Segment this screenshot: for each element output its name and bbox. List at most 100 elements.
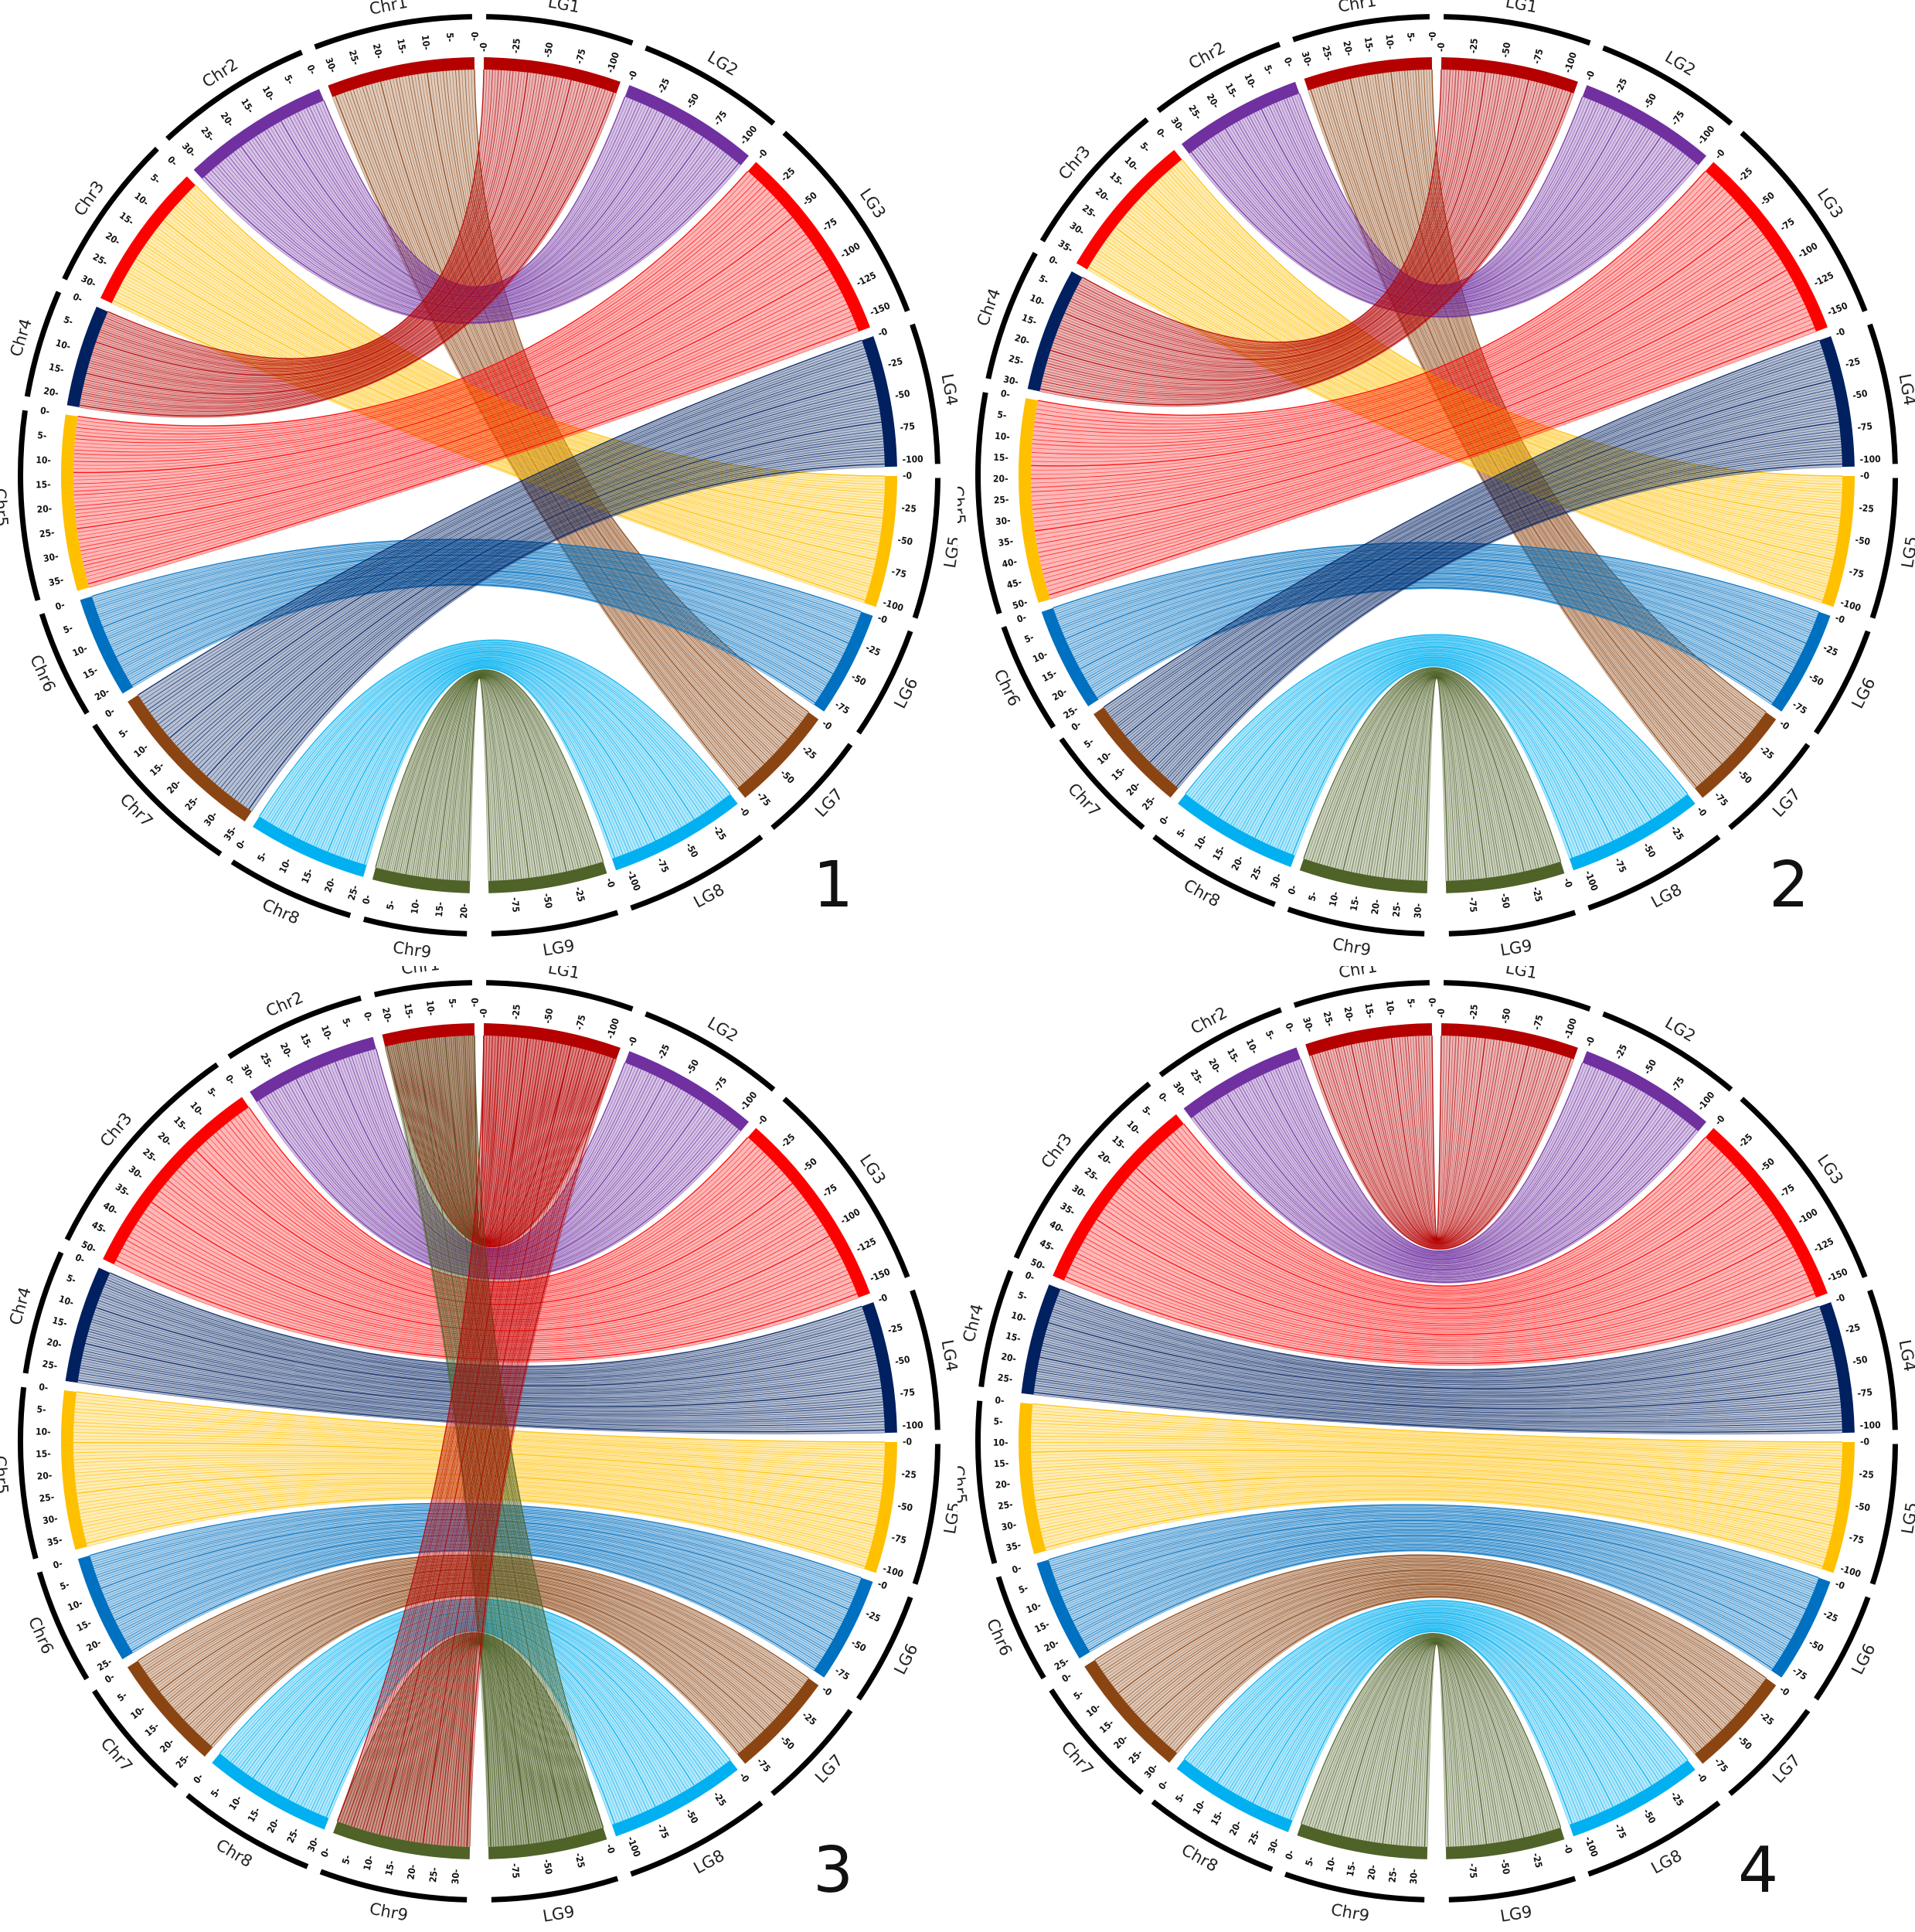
tick-label: -0 <box>820 1684 834 1698</box>
tick-label: -25 <box>901 502 917 514</box>
tick-label: -100 <box>1839 1563 1862 1579</box>
tick-label: -25 <box>655 77 672 95</box>
circos-panel-2: -0 -25 -50 -75 -100 -0 -25 -50 -75 -100 -0 -25 -50 -7… <box>958 0 1915 966</box>
segment-chr3 <box>100 176 196 304</box>
tick-label: 0- <box>52 1558 63 1571</box>
tick-label: 10- <box>1191 1798 1208 1816</box>
tick-label: -75 <box>1669 109 1687 128</box>
tick-label: 20- <box>1230 854 1246 872</box>
segment-chr7 <box>1084 1659 1178 1763</box>
tick-label: -25 <box>1468 38 1480 54</box>
tick-label: -25 <box>1468 1004 1480 1020</box>
tick-label: -25 <box>1668 1790 1686 1808</box>
tick-label: -50 <box>1498 1859 1512 1875</box>
tick-label: 25- <box>994 494 1009 505</box>
ideogram-band: -0 -25 -50 -75 -100-0-25-50-75-100-0-25-50-7… <box>993 998 1881 1885</box>
segment-label-chr4: Chr4 <box>6 1285 35 1328</box>
tick-label: 0- <box>38 1382 49 1393</box>
tick-label: 20- <box>36 503 53 515</box>
outer-arc-chr7 <box>92 723 223 857</box>
outer-arc-chr2 <box>1158 1007 1282 1077</box>
segment-label-lg6: LG6 <box>1848 675 1879 712</box>
tick-label: 20- <box>43 386 60 399</box>
tick-label: 0- <box>1011 1563 1023 1576</box>
tick-label: 0- <box>191 1771 205 1785</box>
segment-chr9 <box>1299 859 1428 893</box>
tick-label: 20- <box>405 1864 418 1880</box>
tick-label: -50 <box>543 1008 556 1025</box>
circos-panel-4: -0 -25 -50 -75 -100 -0 -25 -50 -75 -100 -0 -25 -50 -7… <box>958 966 1915 1932</box>
circos-plot-4: -0 -25 -50 -75 -100-0-25-50-75-100-0-25-50-7… <box>958 966 1915 1926</box>
tick-label: -25 <box>510 1004 522 1020</box>
tick-label: -50 <box>684 1058 701 1077</box>
tick-label: 20- <box>995 1478 1011 1491</box>
tick-label: -100 <box>902 454 923 465</box>
tick-label: -100 <box>738 124 760 147</box>
tick-label: 0- <box>165 154 179 168</box>
segment-lg5 <box>1821 1442 1855 1573</box>
segment-label-lg3: LG3 <box>856 185 889 222</box>
tick-label: -0 <box>626 1036 639 1048</box>
segment-label-chr4: Chr4 <box>6 317 35 359</box>
tick-label: 25- <box>1062 704 1080 721</box>
tick-label: 20- <box>155 1130 174 1148</box>
tick-label: -150 <box>1826 300 1849 318</box>
segment-label-chr1: Chr1 <box>400 966 441 978</box>
tick-label: -75 <box>655 1822 671 1841</box>
circos-plot-2: -0 -25 -50 -75 -100-0-25-50-75-100-0-25-50-7… <box>958 0 1915 960</box>
tick-label: 5- <box>1175 825 1189 839</box>
outer-arc-chr6 <box>39 613 90 715</box>
tick-label: 5- <box>115 1689 129 1703</box>
segment-chr7 <box>128 695 252 822</box>
tick-label: 5- <box>1082 736 1096 750</box>
tick-label: 15- <box>75 1617 94 1634</box>
tick-label: -50 <box>1807 1638 1825 1655</box>
tick-label: -25 <box>1736 1131 1755 1150</box>
link-chr9-lg9 <box>375 669 604 881</box>
tick-label: 25- <box>91 251 110 268</box>
tick-label: 5- <box>1173 1791 1187 1804</box>
tick-label: 10- <box>57 1294 75 1309</box>
tick-label: -75 <box>1857 1386 1873 1399</box>
tick-label: -75 <box>1531 48 1545 65</box>
circos-plot-1: -0 -25 -50 -75 -100-0-25-50-75-100-0-25-50-7… <box>0 0 958 961</box>
tick-label: -0 <box>478 1009 489 1018</box>
segment-lg6 <box>814 1577 873 1678</box>
outer-arc-lg5 <box>1869 478 1898 619</box>
tick-label: 5- <box>1306 890 1319 902</box>
tick-label: 30- <box>1268 872 1284 889</box>
tick-label: -100 <box>625 1835 643 1858</box>
outer-arc-chr6 <box>36 1571 90 1681</box>
tick-label: 5- <box>206 1086 219 1100</box>
tick-label: 15- <box>402 1002 415 1019</box>
tick-label: 0- <box>39 405 50 417</box>
tick-label: -150 <box>869 1266 892 1284</box>
segment-chr2 <box>1181 81 1300 155</box>
tick-label: 30- <box>1171 1080 1189 1098</box>
tick-label: -0 <box>626 70 639 82</box>
tick-label: 30- <box>1002 374 1019 388</box>
tick-label: 10- <box>1324 1855 1338 1872</box>
tick-label: 35- <box>46 1534 63 1548</box>
tick-label: 15- <box>1209 1809 1226 1828</box>
segment-chr9 <box>1297 1823 1428 1859</box>
synteny-links <box>1031 1036 1843 1847</box>
tick-label: 25- <box>285 1826 301 1845</box>
outer-arc-chr2 <box>165 49 303 141</box>
tick-label: 0- <box>54 599 66 612</box>
segment-chr6 <box>80 596 134 694</box>
tick-label: 25- <box>39 527 55 539</box>
tick-label: 30- <box>323 56 338 74</box>
tick-label: 5- <box>1016 1289 1029 1302</box>
tick-label: 15- <box>1225 1046 1241 1065</box>
segment-label-lg3: LG3 <box>1814 185 1847 222</box>
outer-arc-lg8 <box>630 835 764 911</box>
tick-label: 15- <box>81 665 100 681</box>
tick-label: -25 <box>1844 1321 1861 1336</box>
tick-label: 20- <box>458 903 470 919</box>
segment-label-chr5: Chr5 <box>0 488 12 527</box>
tick-label: -100 <box>1562 1017 1579 1040</box>
outer-arc-chr3 <box>62 146 159 281</box>
segment-chr3 <box>103 1097 250 1265</box>
tick-label: 0- <box>995 1395 1005 1406</box>
